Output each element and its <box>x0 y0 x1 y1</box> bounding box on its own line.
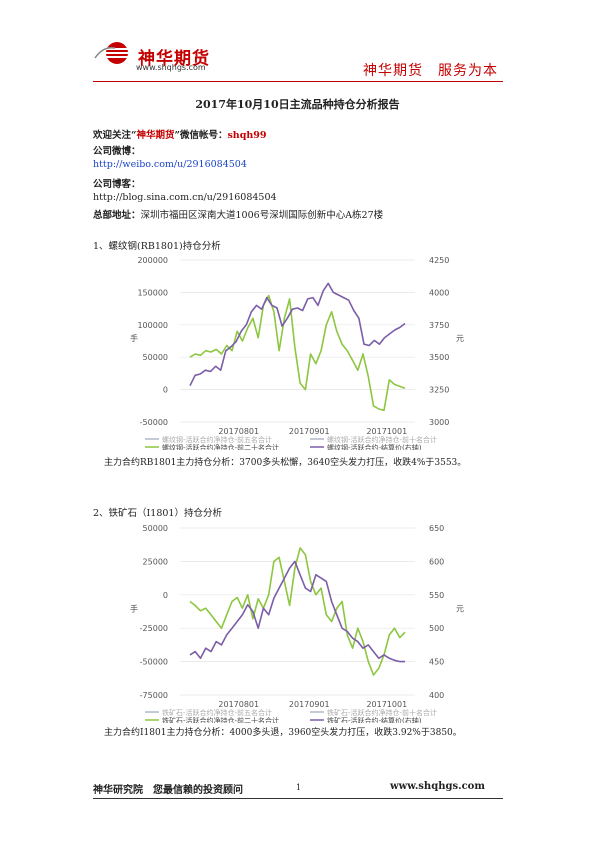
document-title: 2017年10月10日主流品种持仓分析报告 <box>195 98 400 111</box>
legend-entry: 铁矿石-活跃合约-结算价(右轴) <box>327 716 422 723</box>
series-line-0 <box>189 294 406 412</box>
y-tick-right: 650 <box>429 524 444 533</box>
wechat-prefix: 欢迎关注“ <box>93 130 137 141</box>
iron-ore-position-chart: -75000 -50000 -25000 0 25000 50000 400 450 500 55… <box>100 518 495 723</box>
y-axis-label-right: 元 <box>456 605 464 614</box>
y-tick-left: 50000 <box>143 524 168 533</box>
section-heading-iron-ore: 2、铁矿石（I1801）持仓分析 <box>93 508 222 519</box>
section-heading-rebar: 1、螺纹钢(RB1801)持仓分析 <box>93 241 221 252</box>
rebar-position-chart: -50000 0 50000 100000 150000 200000 3000 3250 35… <box>100 250 495 450</box>
y-tick-left: 25000 <box>143 557 168 566</box>
y-tick-right: 4250 <box>429 256 449 265</box>
x-tick-label: 20170801 <box>218 427 259 436</box>
wechat-mid: ”微信帐号： <box>174 130 228 141</box>
y-tick-right: 4000 <box>429 288 449 297</box>
y-tick-left: 50000 <box>143 353 168 362</box>
legend-entry: 螺纹钢-活跃合约-结算价(右轴) <box>327 443 422 450</box>
y-tick-left: 200000 <box>137 256 168 265</box>
wechat-id: shqh99 <box>227 130 267 141</box>
address-label: 总部地址： <box>93 210 141 221</box>
y-tick-left: -25000 <box>140 624 168 633</box>
y-tick-right: 3500 <box>429 353 449 362</box>
y-tick-left: 0 <box>163 386 168 395</box>
x-tick-label: 20170901 <box>289 427 330 436</box>
y-tick-left: 150000 <box>137 288 168 297</box>
brand-name: 神华期货 <box>138 49 210 69</box>
y-tick-left: 0 <box>163 591 168 600</box>
chart-background <box>100 518 495 723</box>
header-slogan: 神华期货 服务为本 <box>363 63 498 79</box>
rebar-caption: 主力合约RB1801主力持仓分析：3700多头松懈，3640空头发力打压，收跌4… <box>104 458 467 468</box>
y-tick-left: -75000 <box>140 691 168 700</box>
y-tick-right: 3750 <box>429 321 449 330</box>
legend-entry: 铁矿石-活跃合约净持仓-前十名合计 <box>327 708 437 717</box>
header-divider <box>93 81 503 82</box>
address-text: 深圳市福田区深南大道1006号深圳国际创新中心A栋27楼 <box>140 210 384 221</box>
y-tick-right: 600 <box>429 557 444 566</box>
y-tick-left: -50000 <box>140 418 168 427</box>
legend-entry: 铁矿石-活跃合约净持仓-前二十名合计 <box>162 716 279 723</box>
y-axis-label-left: 手 <box>130 604 138 614</box>
chart-background <box>100 250 495 450</box>
legend-entry: 螺纹钢-活跃合约净持仓-前二十名合计 <box>162 443 279 450</box>
series-line-1 <box>189 282 406 387</box>
y-tick-left: 100000 <box>137 321 168 330</box>
iron-ore-caption: 主力合约I1801主力持仓分析：4000多头退，3960空头发力打压，收跌3.9… <box>104 728 462 738</box>
blog-label: 公司博客： <box>93 179 141 190</box>
y-axis-label-right: 元 <box>456 334 464 343</box>
wechat-line: 欢迎关注“神华期货”微信帐号：shqh99 <box>93 127 266 141</box>
legend-entry: 螺纹钢-活跃合约净持仓-前十名合计 <box>327 435 437 444</box>
series-line-1 <box>189 560 405 663</box>
footer-divider <box>93 798 503 799</box>
footer-url: www.shqhgs.com <box>390 781 485 792</box>
x-tick-label: 20171001 <box>366 700 407 709</box>
page-number: 1 <box>296 783 302 792</box>
brand-url: www.shqhgs.com <box>136 63 206 72</box>
address-line: 总部地址：深圳市福田区深南大道1006号深圳国际创新中心A栋27楼 <box>93 207 383 221</box>
y-axis-label-left: 手 <box>130 333 138 343</box>
series-line-0 <box>189 547 406 676</box>
y-tick-right: 450 <box>429 658 444 667</box>
x-tick-label: 20170801 <box>218 700 259 709</box>
x-tick-label: 20171001 <box>366 427 407 436</box>
y-tick-right: 3000 <box>429 418 449 427</box>
blog-link[interactable]: http://blog.sina.com.cn/u/2916084504 <box>93 192 277 203</box>
y-tick-right: 500 <box>429 624 444 633</box>
logo-icon <box>94 42 128 64</box>
wechat-brand: 神华期货 <box>136 130 175 141</box>
footer-slogan: 神华研究院 您最信赖的投资顾问 <box>93 785 243 796</box>
legend-entry: 螺纹钢-活跃合约净持仓-前五名合计 <box>162 435 272 444</box>
y-tick-right: 550 <box>429 591 444 600</box>
weibo-label: 公司微博： <box>93 146 141 157</box>
y-tick-right: 3250 <box>429 386 449 395</box>
legend-entry: 铁矿石-活跃合约净持仓-前五名合计 <box>162 708 272 717</box>
y-tick-left: -50000 <box>140 658 168 667</box>
y-tick-right: 400 <box>429 691 444 700</box>
weibo-link[interactable]: http://weibo.com/u/2916084504 <box>93 159 247 170</box>
x-tick-label: 20170901 <box>289 700 330 709</box>
